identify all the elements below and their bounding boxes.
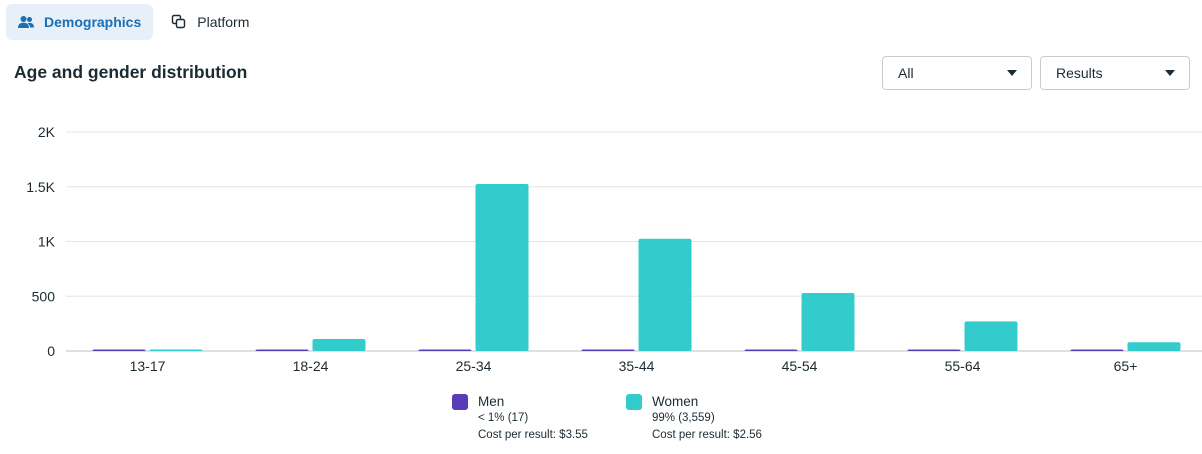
legend-share: 99% (3,559) [652,412,715,424]
legend-cost: Cost per result: $3.55 [478,429,588,441]
caret-down-icon [1165,70,1175,76]
bar-men [1070,349,1124,351]
men-swatch [452,394,468,410]
bar-men [92,349,146,351]
x-tick-label: 13-17 [130,358,166,374]
x-tick-label: 65+ [1114,358,1138,374]
women-swatch [626,394,642,410]
bar-men [744,349,798,351]
legend-share: < 1% (17) [478,412,529,424]
y-tick-label: 2K [38,124,56,140]
bar-men [418,349,472,351]
bar-women [475,184,529,351]
tab-demographics[interactable]: Demographics [6,4,154,40]
bar-men [907,349,961,351]
caret-down-icon [1007,70,1017,76]
bar-women [964,321,1018,351]
legend-item-women: Women 99% (3,559) Cost per result: $2.56 [626,394,762,444]
bar-women [149,349,203,351]
bar-women [312,338,366,351]
x-tick-label: 45-54 [782,358,818,374]
bar-women [638,238,692,351]
tab-platform[interactable]: Platform [159,4,261,40]
y-tick-label: 1K [38,234,56,250]
breakdown-tabs: Demographics Platform [6,4,261,40]
legend-name: Men [478,394,505,409]
bar-men [255,349,309,351]
legend-name: Women [652,394,699,409]
age-gender-bar-chart: 0 500 1K 1.5K 2K 13-17 18-24 25-34 35-44 45-54 55-… [26,124,1202,374]
bar-women [801,292,855,351]
tab-platform-label: Platform [197,14,250,30]
y-tick-label: 0 [47,343,55,359]
audience-select[interactable]: All [882,56,1032,90]
bar-women [1127,342,1181,351]
tab-demographics-label: Demographics [44,14,142,30]
x-tick-label: 18-24 [293,358,329,374]
copy-icon [171,14,187,30]
x-tick-label: 55-64 [945,358,981,374]
x-tick-label: 25-34 [456,358,492,374]
metric-select[interactable]: Results [1040,56,1190,90]
legend-cost: Cost per result: $2.56 [652,429,762,441]
people-icon [18,15,34,29]
audience-select-value: All [898,65,914,81]
legend-item-men: Men < 1% (17) Cost per result: $3.55 [452,394,588,444]
y-tick-label: 1.5K [26,179,55,195]
metric-select-value: Results [1056,65,1103,81]
bar-men [581,349,635,351]
x-tick-label: 35-44 [619,358,655,374]
y-tick-label: 500 [32,288,56,304]
section-title: Age and gender distribution [14,62,248,82]
